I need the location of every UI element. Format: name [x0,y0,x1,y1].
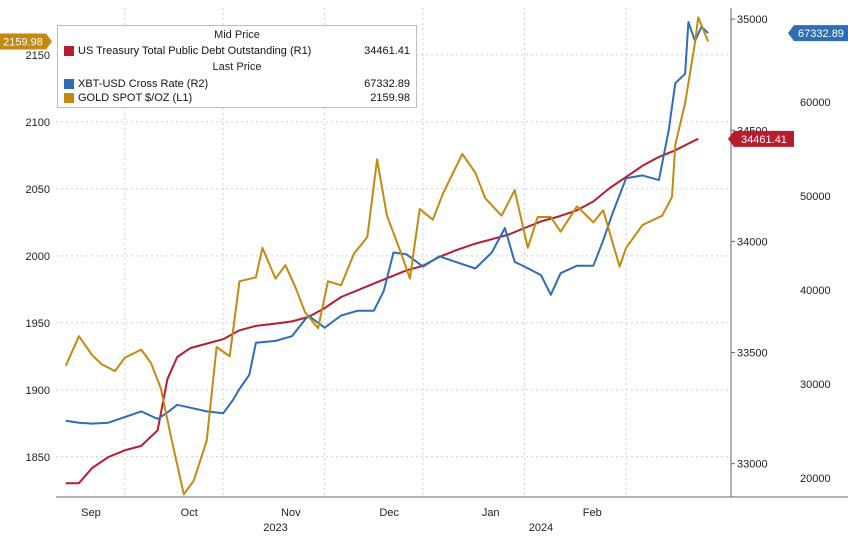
x-month-label: Oct [181,507,198,519]
last-value-tag-gold: 2159.98 [3,37,43,49]
legend-name-gold: GOLD SPOT $/OZ (L1) [78,92,193,104]
legend-value-gold: 2159.98 [370,92,410,104]
y-right1-tick-label: 34000 [737,236,768,248]
y-left-tick-label: 1950 [26,318,50,330]
y-right1-tick-label: 33000 [737,459,768,471]
y-right2-tick-label: 50000 [800,191,831,203]
axis-layer: 1850 1900 1950 2000 2050 2100 2150 33000 33500 34… [26,8,848,534]
x-month-label: Dec [379,507,399,519]
legend-name-debt: US Treasury Total Public Debt Outstandin… [78,45,312,57]
legend-entry-debt: US Treasury Total Public Debt Outstandin… [64,44,410,58]
legend-swatch-gold [64,93,74,103]
series-line-gold [64,16,710,496]
x-year-label: 2023 [263,522,287,534]
y-right2-tick-label: 20000 [800,473,831,485]
y-left-tick-label: 1900 [26,385,50,397]
legend-last-price-header: Last Price [212,61,262,73]
y-left-tick-label: 1850 [26,452,50,464]
legend-swatch-debt [64,46,74,56]
legend-mid-price-header: Mid Price [214,29,260,41]
x-month-label: Feb [583,507,602,519]
y-left-tick-label: 2100 [26,117,50,129]
legend-value-debt: 34461.41 [364,45,410,57]
last-value-tag-btc-bg [788,25,848,42]
last-value-tag-debt: 34461.41 [741,134,787,146]
last-value-tag-gold-bg [0,33,52,50]
y-right2-tick-label: 40000 [800,285,831,297]
legend-entry-btc: XBT-USD Cross Rate (R2) 67332.89 [64,77,410,91]
y-left-tick-label: 2050 [26,184,50,196]
last-value-tags: 2159.98 67332.89 34461.41 [0,25,848,147]
chart-legend: Mid Price US Treasury Total Public Debt … [57,25,417,108]
legend-entry-gold: GOLD SPOT $/OZ (L1) 2159.98 [64,91,410,105]
x-month-label: Sep [81,507,101,519]
series-layer [64,16,710,496]
y-right2-tick-label: 30000 [800,379,831,391]
last-value-tag-debt-bg [728,130,794,147]
y-right1-tick-label: 33500 [737,348,768,360]
legend-name-btc: XBT-USD Cross Rate (R2) [78,78,209,90]
x-month-label: Jan [482,507,500,519]
series-line-btc [65,21,709,425]
y-left-tick-label: 2150 [26,50,50,62]
legend-value-btc: 67332.89 [364,78,410,90]
y-left-tick-label: 2000 [26,251,50,263]
last-value-tag-btc: 67332.89 [798,28,844,40]
series-line-debt [65,137,699,485]
x-month-label: Nov [281,507,301,519]
legend-swatch-btc [64,79,74,89]
y-right2-tick-label: 60000 [800,97,831,109]
x-year-label: 2024 [529,522,553,534]
y-right1-tick-label: 35000 [737,14,768,26]
